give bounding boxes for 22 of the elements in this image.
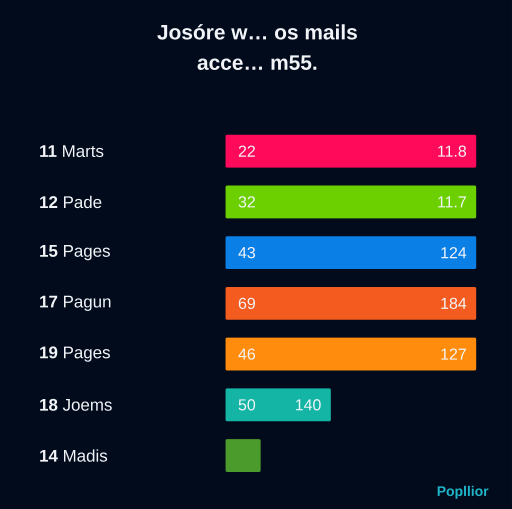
- y-tick-label: 12 Pade: [40, 196, 102, 208]
- annotation: 32: [238, 196, 255, 208]
- chart-title: Josóre w… os mails: [157, 24, 357, 40]
- annotation: 11.7: [438, 196, 466, 208]
- chart-subtitle: acce… m55.: [198, 55, 316, 70]
- y-tick-label: 14 Madis: [40, 449, 108, 462]
- annotation: 50: [238, 399, 256, 410]
- annotation: 127: [441, 348, 466, 360]
- annotation: 184: [441, 298, 466, 309]
- y-tick-label: 18 Joems: [40, 398, 112, 411]
- annotation: 11.8: [438, 145, 466, 157]
- annotation: 46: [238, 348, 256, 360]
- y-tick-label: 11 Marts: [40, 145, 104, 157]
- y-tick-label: 19 Pages: [40, 346, 110, 362]
- annotation: 140: [296, 399, 321, 410]
- y-tick-label: 17 Pagun: [40, 296, 110, 311]
- annotation: 69: [238, 298, 255, 309]
- annotation: 22: [238, 146, 255, 157]
- annotation: 124: [441, 246, 466, 258]
- text: Popllior: [438, 486, 488, 499]
- annotation: 43: [238, 246, 256, 258]
- y-tick-label: 15 Pages: [40, 244, 110, 260]
